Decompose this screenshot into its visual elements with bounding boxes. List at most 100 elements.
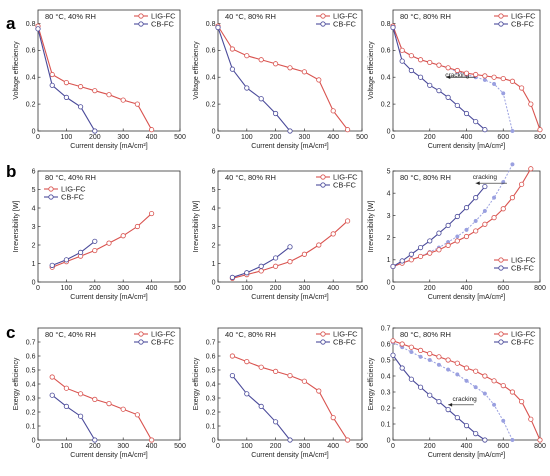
x-tick-label: 600 <box>497 443 509 450</box>
data-point-lig-fc <box>134 101 140 107</box>
legend-marker-lig-fc <box>48 186 54 192</box>
x-tick-label: 200 <box>424 134 436 141</box>
data-point-cb-fc <box>399 258 405 264</box>
data-point-lig-fc <box>330 231 336 237</box>
y-tick-label: 3 <box>387 213 391 220</box>
data-point-lig-fc <box>272 61 279 67</box>
data-point-cb-fc <box>408 251 414 257</box>
legend-marker-cb-fc <box>320 21 326 27</box>
legend-label-lig-fc: LIG-FC <box>61 185 86 194</box>
legend-marker-cb-fc <box>138 21 144 27</box>
data-point-cb-fc <box>473 118 479 125</box>
y-tick-label: 1 <box>387 257 391 264</box>
cracking-point <box>501 418 506 423</box>
data-point-lig-fc <box>120 97 126 103</box>
data-point-cb-fc <box>436 398 442 405</box>
data-point-lig-fc <box>301 251 307 257</box>
data-point-lig-fc <box>408 257 414 263</box>
y-tick-label: 0.8 <box>206 21 216 28</box>
cracking-point <box>464 378 469 383</box>
y-axis-label: Voltage effieciency <box>13 41 20 100</box>
series-line-cb-fc <box>392 186 486 267</box>
legend-label-lig-fc: LIG-FC <box>333 330 358 339</box>
data-point-cb-fc <box>78 413 84 419</box>
data-point-lig-fc <box>408 53 414 59</box>
data-point-lig-fc <box>120 406 126 412</box>
y-tick-label: 0.2 <box>381 102 391 109</box>
cracking-arrow-head <box>475 181 480 186</box>
cracking-point <box>464 227 469 232</box>
x-axis-label: Current density [mA/cm²] <box>428 143 505 150</box>
data-point-lig-fc <box>272 368 279 374</box>
x-tick-label: 800 <box>534 134 546 141</box>
legend-label-cb-fc: CB-FC <box>333 181 356 190</box>
x-axis-label: Current density [mA/cm²] <box>428 452 505 459</box>
data-point-cb-fc <box>399 58 405 64</box>
x-tick-label: 800 <box>534 285 546 292</box>
x-tick-label: 200 <box>89 134 101 141</box>
x-tick-label: 200 <box>89 285 101 292</box>
x-tick-label: 500 <box>174 285 186 292</box>
y-tick-label: 0.7 <box>206 339 216 346</box>
y-tick-label: 6 <box>212 168 216 175</box>
data-point-lig-fc <box>491 215 497 221</box>
y-tick-label: 0.4 <box>26 75 36 82</box>
data-point-cb-fc <box>63 403 70 409</box>
data-point-cb-fc <box>92 238 98 244</box>
y-axis-label: Exergy efficiency <box>368 357 375 410</box>
data-point-lig-fc <box>528 416 534 422</box>
data-point-lig-fc <box>229 353 235 359</box>
x-axis-label: Current density [mA/cm²] <box>251 294 328 301</box>
data-point-lig-fc <box>473 368 479 374</box>
legend-marker-lig-fc <box>498 257 504 263</box>
cracking-point <box>482 391 487 396</box>
series-line-lig-fc <box>232 355 349 441</box>
y-tick-label: 0.8 <box>26 21 36 28</box>
condition-label: 80 °C, 40% RH <box>45 12 96 21</box>
data-point-cb-fc <box>482 127 488 133</box>
x-tick-label: 0 <box>36 134 40 141</box>
x-tick-label: 0 <box>36 443 40 450</box>
data-point-lig-fc <box>454 238 460 244</box>
data-point-lig-fc <box>436 354 442 360</box>
x-tick-label: 200 <box>270 285 282 292</box>
y-tick-label: 2 <box>32 242 36 249</box>
cracking-curve <box>392 341 513 441</box>
legend-marker-cb-fc <box>320 182 326 188</box>
x-tick-label: 500 <box>356 134 368 141</box>
legend-marker-cb-fc <box>138 339 144 345</box>
legend-marker-cb-fc <box>48 194 54 200</box>
data-point-lig-fc <box>301 378 307 384</box>
series-line-lig-fc <box>217 25 349 130</box>
data-point-lig-fc <box>134 223 140 230</box>
cracking-point <box>492 402 497 407</box>
panel-c-2: 0 100 200 300 400 500 0 0.1 0.2 0.3 0.4 0.5 0.6 0.7 Cu… <box>193 327 368 459</box>
x-tick-label: 0 <box>391 443 395 450</box>
data-point-cb-fc <box>63 257 70 263</box>
y-axis-label: Exergy efficiency <box>193 357 200 410</box>
legend-label-cb-fc: CB-FC <box>61 193 84 202</box>
x-tick-label: 200 <box>424 443 436 450</box>
y-axis-label: Irreversibility [W] <box>368 201 375 253</box>
y-tick-label: 0 <box>387 128 391 135</box>
data-point-cb-fc <box>49 392 55 398</box>
cracking-arrow-head <box>448 403 453 407</box>
data-point-lig-fc <box>316 242 322 248</box>
data-point-cb-fc <box>399 365 405 371</box>
legend-label-cb-fc: CB-FC <box>333 338 356 347</box>
data-point-cb-fc <box>229 274 235 280</box>
data-point-lig-fc <box>427 59 433 66</box>
x-tick-label: 500 <box>356 443 368 450</box>
data-point-lig-fc <box>454 360 460 366</box>
condition-label: 80 °C, 80% RH <box>400 173 451 182</box>
x-tick-label: 300 <box>117 285 129 292</box>
y-tick-label: 5 <box>32 187 36 194</box>
legend-marker-lig-fc <box>498 13 504 19</box>
series-line-cb-fc <box>37 28 96 132</box>
y-tick-label: 1 <box>32 261 36 268</box>
data-point-lig-fc <box>408 344 414 350</box>
data-point-lig-fc <box>258 364 264 370</box>
x-tick-label: 400 <box>327 134 339 141</box>
x-axis-label: Current density [mA/cm²] <box>251 452 328 459</box>
data-point-cb-fc <box>287 244 293 250</box>
